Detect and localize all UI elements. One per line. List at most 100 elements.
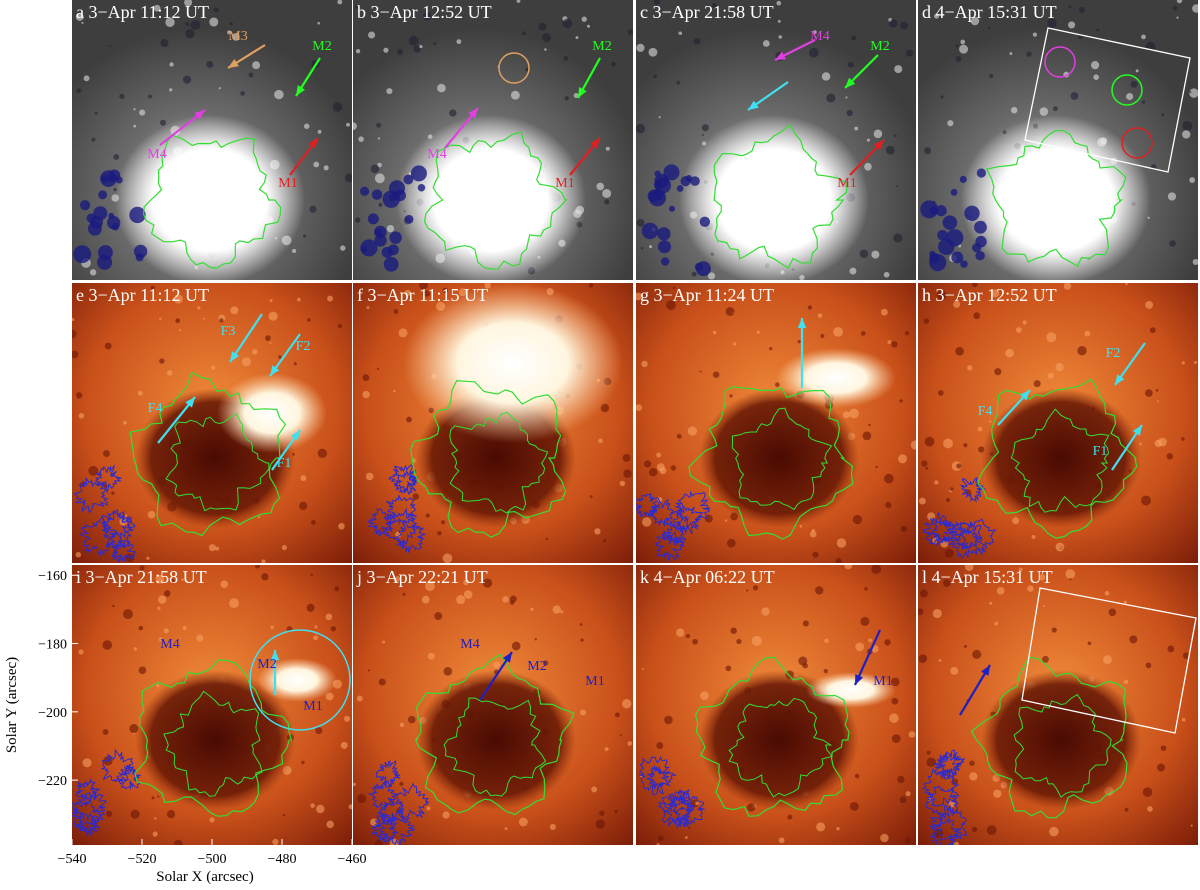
texture <box>510 90 520 100</box>
texture <box>643 460 652 468</box>
texture <box>729 394 733 398</box>
texture <box>159 119 166 126</box>
texture <box>1012 517 1019 525</box>
arrow-head <box>230 351 240 362</box>
y-tick-label: −160 <box>38 569 67 584</box>
texture <box>156 683 160 688</box>
texture <box>656 742 664 750</box>
texture <box>313 635 319 641</box>
x-tick-label: −480 <box>268 852 297 867</box>
texture <box>1067 21 1076 29</box>
texture <box>399 722 405 727</box>
texture <box>182 75 192 84</box>
texture <box>884 639 891 646</box>
texture <box>678 31 683 35</box>
annotation: M2 <box>312 39 331 54</box>
green-contour <box>423 131 568 270</box>
texture <box>972 649 982 659</box>
blue-contour <box>101 509 136 549</box>
texture <box>219 318 224 323</box>
texture <box>636 404 642 411</box>
texture <box>891 697 899 705</box>
texture <box>1063 283 1072 290</box>
texture <box>133 124 137 128</box>
texture <box>932 608 942 619</box>
blue-patch <box>974 220 987 234</box>
texture <box>884 473 894 484</box>
texture <box>332 102 343 112</box>
annotation: M1 <box>837 176 856 191</box>
texture <box>175 318 181 324</box>
blue-contour <box>663 795 694 825</box>
texture <box>393 309 399 314</box>
annotation: M4 <box>147 147 166 162</box>
texture <box>146 556 150 560</box>
texture <box>1022 320 1027 325</box>
panel-label: a 3−Apr 11:12 UT <box>76 2 209 22</box>
texture <box>732 342 737 346</box>
panel-image <box>72 283 352 563</box>
blue-patch <box>951 251 964 264</box>
panel: M3 M2 M4 M1 a 3−Apr 11:12 UT <box>72 0 352 280</box>
texture <box>1124 807 1129 812</box>
panel-image <box>636 283 916 563</box>
texture <box>964 644 967 648</box>
annotation: M2 <box>592 39 611 54</box>
texture <box>656 843 660 845</box>
blue-contour <box>921 768 960 808</box>
panel-image <box>72 0 352 280</box>
texture <box>598 438 603 444</box>
texture <box>905 791 911 797</box>
texture <box>169 88 173 92</box>
texture <box>545 537 548 541</box>
texture <box>314 625 318 629</box>
texture <box>340 741 348 749</box>
texture <box>860 616 870 626</box>
texture <box>1052 106 1058 112</box>
panel: M4 M2 M1 j 3−Apr 22:21 UT <box>353 565 633 845</box>
blue-patch <box>360 246 368 253</box>
green-contour <box>694 656 850 817</box>
texture <box>945 498 951 503</box>
annotation: F1 <box>1093 444 1108 459</box>
texture <box>1096 28 1100 32</box>
texture <box>918 497 926 505</box>
texture <box>725 307 735 316</box>
texture <box>358 136 364 142</box>
texture <box>880 833 889 843</box>
texture <box>404 289 411 297</box>
texture <box>111 491 115 495</box>
blue-contour <box>367 508 396 537</box>
texture <box>362 374 370 382</box>
texture <box>317 129 322 134</box>
texture <box>229 598 239 609</box>
blue-patch <box>404 214 414 224</box>
texture <box>967 365 973 371</box>
arrow-head <box>185 397 195 408</box>
texture <box>1104 590 1110 596</box>
blue-contour <box>636 493 660 519</box>
blue-patch <box>389 231 402 244</box>
texture <box>1005 348 1014 358</box>
texture <box>406 416 412 423</box>
texture <box>991 289 1000 298</box>
sunspot-white <box>396 115 586 280</box>
texture <box>594 528 601 535</box>
texture <box>220 580 229 589</box>
texture <box>1190 824 1193 827</box>
texture <box>824 638 829 644</box>
texture <box>924 147 932 155</box>
annotation: M1 <box>555 176 574 191</box>
arrow-head <box>296 85 306 96</box>
texture <box>374 173 385 184</box>
texture <box>1154 439 1162 448</box>
x-tick-label: −500 <box>198 852 227 867</box>
texture <box>895 185 898 188</box>
texture <box>845 96 848 99</box>
texture <box>278 355 282 359</box>
texture <box>337 0 343 5</box>
texture <box>425 513 430 518</box>
texture <box>977 426 983 432</box>
texture <box>442 287 449 294</box>
